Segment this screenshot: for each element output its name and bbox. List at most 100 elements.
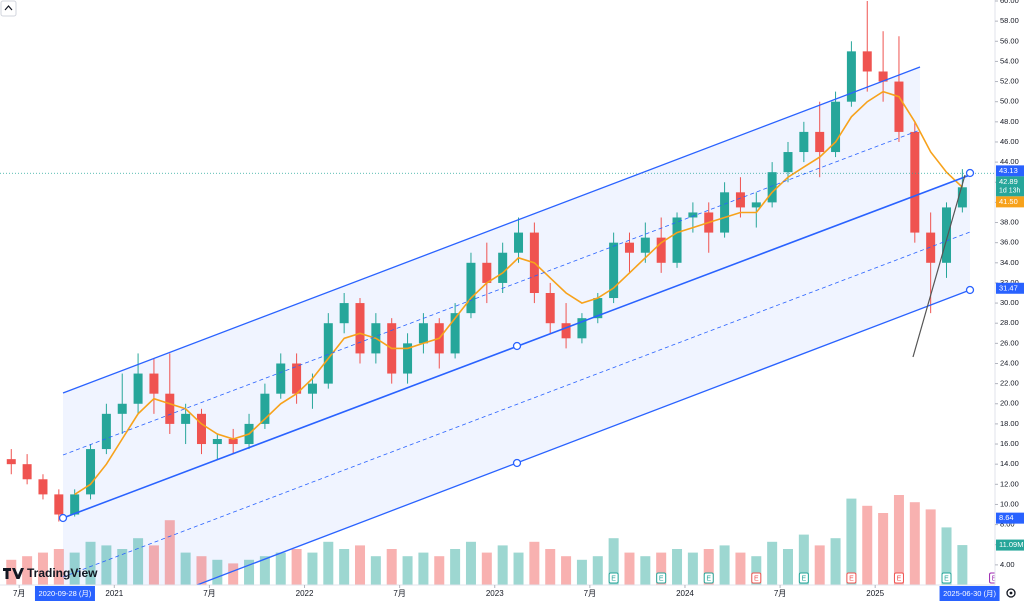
volume-bar (830, 538, 841, 585)
candle-body (117, 403, 127, 414)
volume-bar (450, 549, 461, 585)
y-tick-label: 50.00 (1000, 97, 1019, 106)
y-tick-label: 26.00 (1000, 338, 1019, 347)
watermark: TradingView (3, 566, 98, 580)
volume-bar (941, 527, 952, 585)
earnings-marker[interactable] (608, 572, 619, 584)
volume-bar (798, 534, 809, 585)
x-tick-label: 2024 (676, 589, 694, 598)
volume-bar (37, 552, 48, 585)
collapse-button[interactable] (0, 0, 17, 17)
candle-body (292, 363, 302, 394)
earnings-marker[interactable] (751, 572, 762, 584)
volume-bar (434, 556, 445, 585)
candle-body (862, 51, 872, 72)
y-tick-label: 8.00 (1000, 520, 1015, 529)
button-frame[interactable] (0, 0, 17, 17)
volume-bar (291, 549, 302, 585)
candle-body (957, 187, 967, 208)
y-tick-label: 20.00 (1000, 399, 1019, 408)
candle-body (672, 217, 682, 263)
x-marker-label: 2025-06-30 (月) (943, 589, 996, 598)
x-tick-label: 2025 (866, 589, 884, 598)
x-tick-label: 2023 (486, 589, 504, 598)
candle-body (815, 131, 825, 153)
y-tick-label: 48.00 (1000, 117, 1019, 126)
candle-body (624, 242, 634, 253)
candle-body (276, 363, 286, 394)
logo-icon (3, 568, 24, 579)
drawing-handle[interactable] (58, 513, 68, 523)
volume-bar (529, 541, 540, 585)
candle-body (450, 313, 460, 354)
candle-body (735, 192, 745, 208)
volume-bar (53, 549, 64, 585)
earnings-marker[interactable] (893, 572, 904, 584)
candle-body (165, 393, 175, 424)
earnings-marker[interactable] (656, 572, 667, 584)
candle-body (545, 293, 555, 324)
earnings-marker[interactable] (703, 572, 714, 584)
drawing-handle[interactable] (965, 285, 975, 295)
candle-body (403, 343, 413, 374)
candle-body (593, 298, 603, 319)
candle-body (846, 51, 856, 102)
time-axis (0, 585, 995, 602)
candle-body (831, 101, 841, 153)
axis-layer: 4.006.008.0010.0012.0014.0016.0018.0020.… (13, 0, 1024, 601)
volume-bar (592, 556, 603, 585)
candle-body (640, 237, 650, 253)
earnings-label: E (706, 575, 711, 582)
volume-bar (893, 495, 904, 585)
earnings-marker[interactable] (941, 572, 952, 584)
y-tick-label: 56.00 (1000, 36, 1019, 45)
y-tick-label: 44.00 (1000, 157, 1019, 166)
price-tag (996, 165, 1024, 177)
x-marker-box (939, 586, 1000, 601)
volume-bar (925, 509, 936, 585)
moving-average (74, 90, 963, 496)
x-marker-box (34, 586, 95, 601)
y-tick-label: 38.00 (1000, 218, 1019, 227)
candle-body (466, 262, 476, 314)
candle-body (101, 413, 111, 450)
volume-bar (687, 552, 698, 585)
y-tick-label: 18.00 (1000, 419, 1019, 428)
earnings-marker[interactable] (989, 572, 999, 584)
drawing-handle[interactable] (965, 168, 975, 178)
candle-body (783, 152, 793, 173)
candle-body (910, 131, 920, 233)
y-tick-label: 30.00 (1000, 298, 1019, 307)
drawing-handle[interactable] (512, 341, 522, 351)
candle-body (609, 242, 619, 299)
volume-bar (259, 556, 270, 585)
y-tick-label: 10.00 (1000, 499, 1019, 508)
volume-bar (767, 541, 778, 585)
volume-bar (323, 541, 334, 585)
volume-bar (640, 556, 651, 585)
earnings-marker[interactable] (798, 572, 809, 584)
volume-bar (561, 556, 572, 585)
earnings-label: E (659, 575, 664, 582)
y-tick-label: 16.00 (1000, 439, 1019, 448)
volume-bar (751, 556, 762, 585)
volume-bar (481, 552, 492, 585)
settings-button[interactable] (1006, 588, 1016, 598)
volume-bar (180, 552, 191, 585)
volume-bar (846, 498, 857, 585)
earnings-marker[interactable] (846, 572, 857, 584)
gear-icon[interactable] (1006, 588, 1016, 598)
volume-bar (228, 563, 239, 585)
candle-body (54, 494, 64, 515)
drawing-handle[interactable] (512, 458, 522, 468)
price-tag-label: 31.47 (999, 283, 1018, 292)
volume-bar (339, 549, 350, 585)
volume-bar (6, 559, 17, 585)
volume-tag (996, 539, 1024, 551)
earnings-label: E (802, 575, 807, 582)
volume-bar (133, 538, 144, 585)
volume-bar (545, 549, 556, 585)
candle-body (38, 479, 48, 495)
volume-bar (862, 505, 873, 585)
volume-bar (275, 552, 286, 585)
